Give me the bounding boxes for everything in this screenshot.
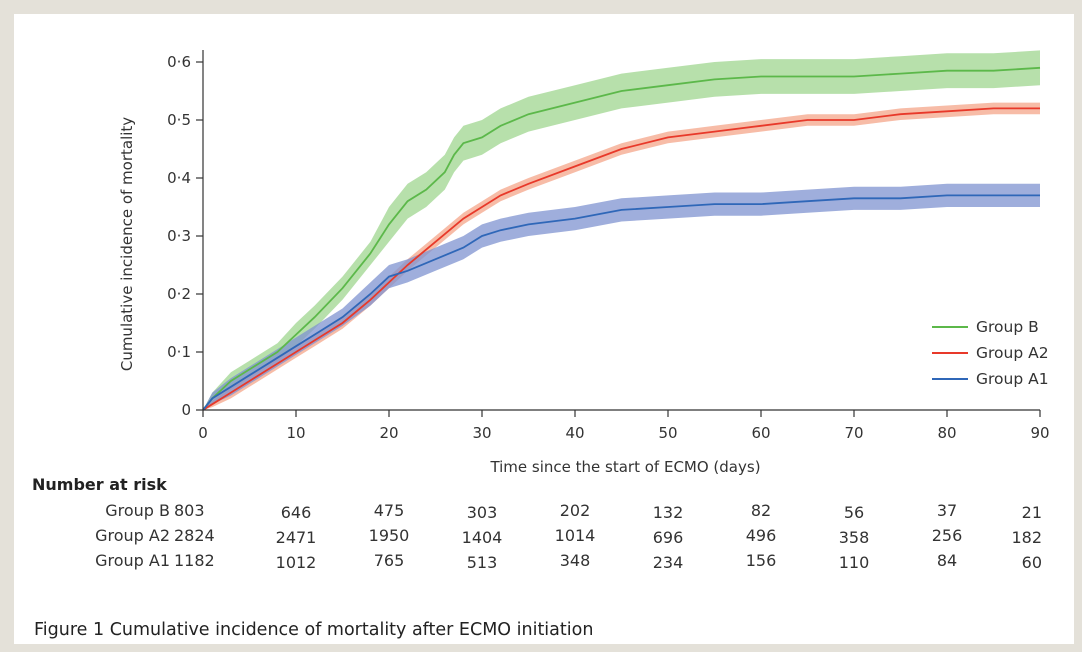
risk-cell: 348	[560, 551, 591, 570]
y-tick-label: 0·2	[167, 285, 191, 303]
ci-band-group-a1	[203, 183, 1040, 410]
risk-cell: 1404	[462, 528, 503, 547]
figure-caption: Figure 1 Cumulative incidence of mortali…	[34, 620, 594, 640]
line-group-a2	[202, 107, 1040, 411]
risk-cell: 110	[839, 553, 870, 572]
risk-cell: 84	[937, 551, 957, 570]
figure-panel: 0 10 20 30 40 50 60 70 80 90 0 0·1 0·2 0·3 0·4 0·5 0·6 Ti…	[14, 14, 1074, 644]
axes: 0 10 20 30 40 50 60 70 80 90 0 0·1 0·2 0·3 0·4 0·5 0·6 Ti…	[118, 50, 1050, 476]
risk-cell: 2824	[174, 526, 215, 545]
risk-cell: 21	[1022, 503, 1042, 522]
x-tick-label: 60	[751, 424, 770, 442]
risk-cell: 132	[653, 503, 684, 522]
risk-cell: 496	[746, 526, 777, 545]
risk-cell: 696	[653, 528, 684, 547]
x-tick-label: 80	[937, 424, 956, 442]
risk-cell: 256	[932, 526, 963, 545]
risk-cell: 1182	[174, 551, 215, 570]
risk-cell: 303	[467, 503, 498, 522]
risk-cell: 475	[374, 501, 405, 520]
risk-row-label: Group B	[105, 501, 170, 520]
confidence-bands	[203, 50, 1040, 411]
x-tick-label: 90	[1030, 424, 1049, 442]
risk-cell: 513	[467, 553, 498, 572]
x-tick-label: 50	[658, 424, 677, 442]
risk-cell: 202	[560, 501, 591, 520]
y-axis-title: Cumulative incidence of mortality	[118, 117, 136, 371]
risk-cell: 182	[1011, 528, 1042, 547]
x-tick-label: 30	[472, 424, 491, 442]
x-axis-title: Time since the start of ECMO (days)	[489, 458, 760, 476]
y-tick-label: 0·6	[167, 53, 191, 71]
risk-cell: 156	[746, 551, 777, 570]
x-tick-label: 20	[379, 424, 398, 442]
km-chart: 0 10 20 30 40 50 60 70 80 90 0 0·1 0·2 0·3 0·4 0·5 0·6 Ti…	[32, 50, 1050, 572]
y-tick-label: 0	[181, 401, 191, 419]
y-tick-label: 0·3	[167, 227, 191, 245]
risk-cell: 1950	[369, 526, 410, 545]
risk-cell: 82	[751, 501, 771, 520]
x-tick-label: 10	[286, 424, 305, 442]
legend-label: Group A2	[976, 344, 1049, 362]
line-group-b	[202, 66, 1041, 411]
risk-row-label: Group A2	[95, 526, 170, 545]
y-tick-label: 0·4	[167, 169, 191, 187]
number-at-risk-table: Number at risk Group B 803 646 475 303 202 132 8…	[32, 475, 1042, 572]
y-tick-label: 0·1	[167, 343, 191, 361]
legend: Group B Group A2 Group A1	[932, 318, 1049, 388]
risk-cell: 358	[839, 528, 870, 547]
risk-cell: 60	[1022, 553, 1042, 572]
legend-label: Group B	[976, 318, 1039, 336]
line-group-a1	[202, 194, 1040, 411]
x-tick-label: 0	[198, 424, 208, 442]
legend-label: Group A1	[976, 370, 1049, 388]
risk-cell: 765	[374, 551, 405, 570]
x-tick-label: 40	[565, 424, 584, 442]
risk-cell: 1014	[555, 526, 596, 545]
risk-cell: 2471	[276, 528, 317, 547]
risk-table-title: Number at risk	[32, 475, 167, 494]
risk-row-label: Group A1	[95, 551, 170, 570]
risk-cell: 803	[174, 501, 205, 520]
risk-cell: 56	[844, 503, 864, 522]
risk-cell: 37	[937, 501, 957, 520]
x-tick-label: 70	[844, 424, 863, 442]
ci-band-group-b	[203, 50, 1040, 411]
risk-cell: 234	[653, 553, 684, 572]
series-lines	[202, 66, 1041, 411]
risk-cell: 646	[281, 503, 312, 522]
y-tick-label: 0·5	[167, 111, 191, 129]
risk-cell: 1012	[276, 553, 317, 572]
